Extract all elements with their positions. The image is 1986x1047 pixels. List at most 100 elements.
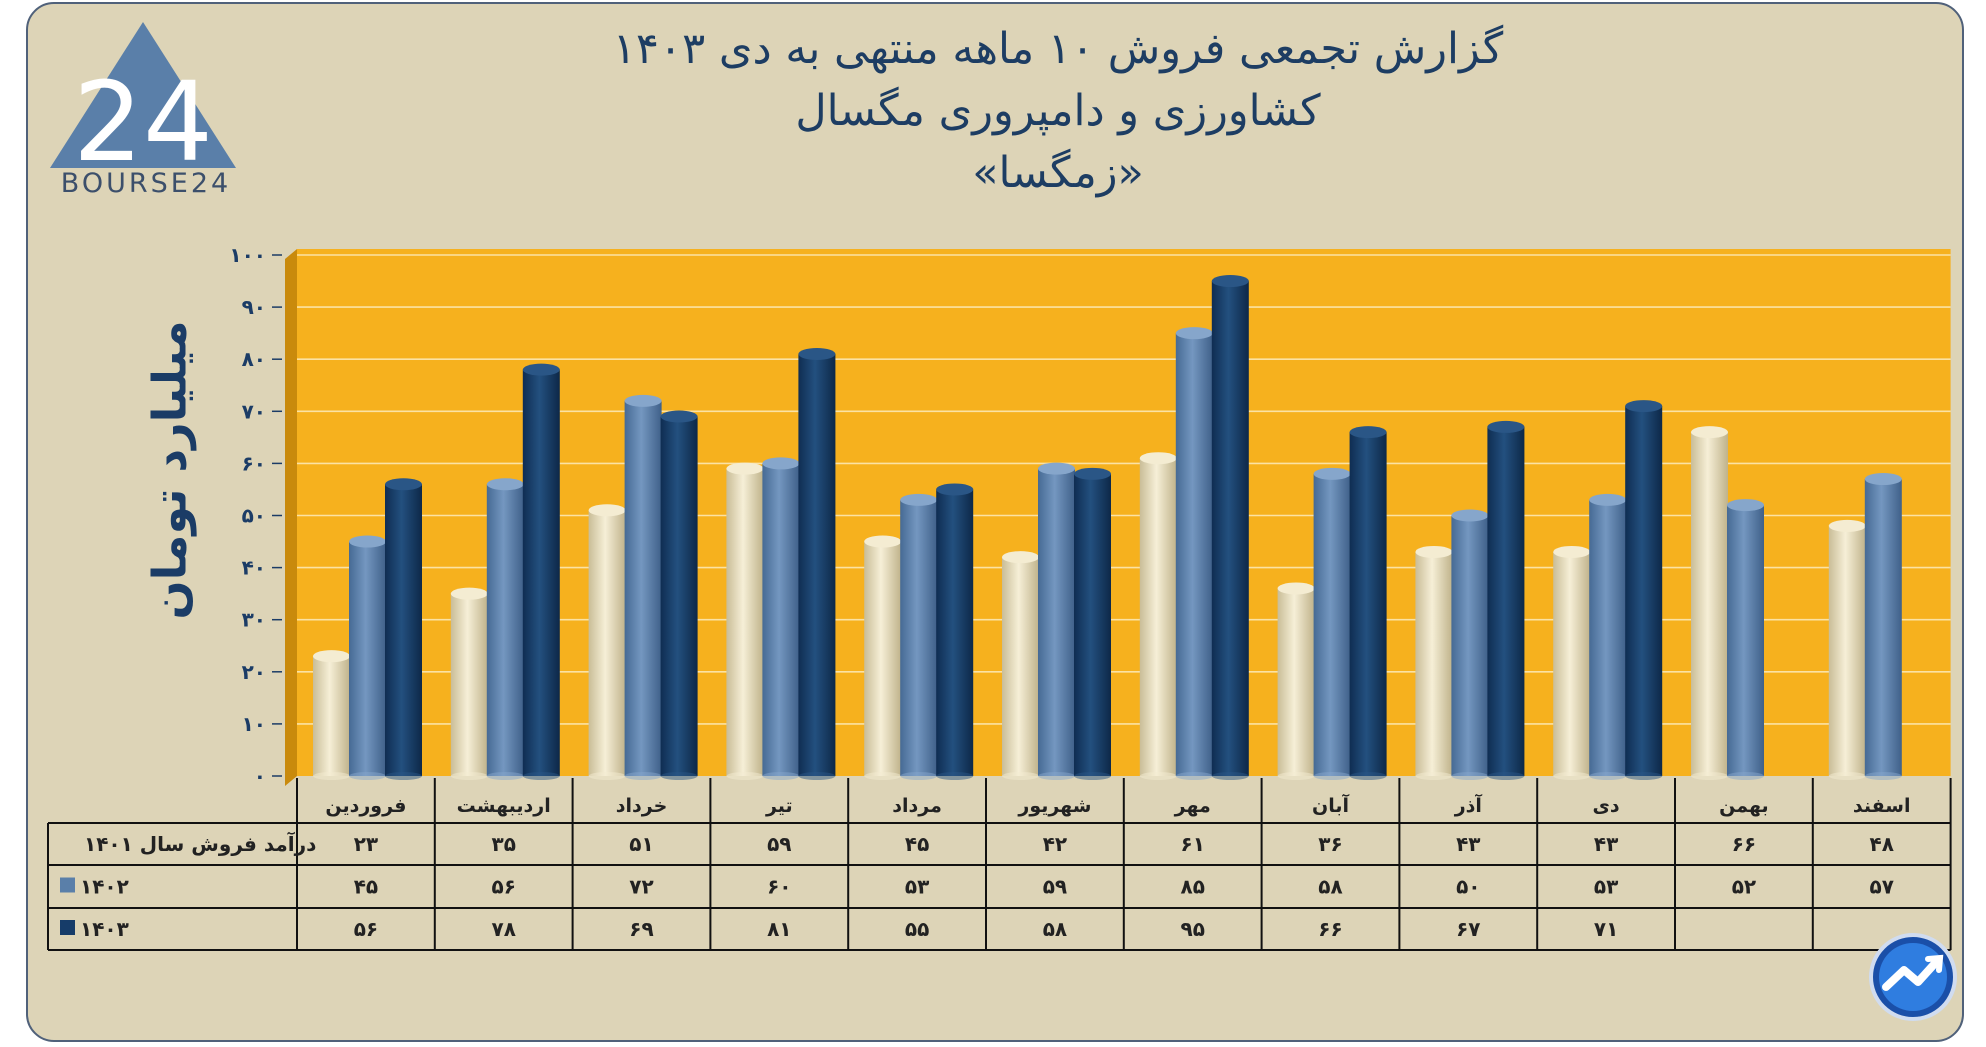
bar-body xyxy=(1691,432,1728,776)
bar-s1403 xyxy=(1349,426,1387,780)
title-line-3: «زمگسا» xyxy=(972,148,1144,198)
month-label: اردیبهشت xyxy=(457,795,551,817)
bar-bottom xyxy=(1211,772,1249,780)
data-label: ۸۵ xyxy=(1180,875,1204,899)
data-label: ۵۰ xyxy=(1456,875,1480,899)
bars xyxy=(313,275,1902,780)
bar-bottom xyxy=(798,772,836,780)
bar-bottom xyxy=(762,772,800,780)
bar-top xyxy=(1415,545,1453,558)
bar-s1402 xyxy=(1313,467,1351,780)
bar-bottom xyxy=(1313,772,1351,780)
bar-top xyxy=(762,457,800,470)
bar-bottom xyxy=(624,772,662,780)
bar-body xyxy=(1487,426,1525,776)
bar-s1403 xyxy=(1487,420,1525,780)
data-label: ۳۶ xyxy=(1318,832,1342,856)
bar-body xyxy=(1038,468,1075,776)
bar-bottom xyxy=(1175,772,1213,780)
bar-body xyxy=(798,353,836,776)
bar-body xyxy=(1211,281,1249,776)
bar-body xyxy=(1139,458,1177,776)
bar-top xyxy=(1038,462,1075,475)
month-label: اسفند xyxy=(1853,795,1911,817)
plot-background xyxy=(297,249,1951,776)
bar-body xyxy=(624,400,662,776)
bar-body xyxy=(1864,479,1902,776)
bar-bottom xyxy=(1864,772,1902,780)
logo-text: BOURSE24 xyxy=(60,168,232,199)
bar-top xyxy=(1139,452,1177,465)
y-tick-label: ۲۰ xyxy=(242,660,266,684)
bar-top xyxy=(1277,582,1315,595)
bar-bottom xyxy=(522,772,560,780)
bar-body xyxy=(1002,557,1039,776)
y-tick-label: ۱۰۰ xyxy=(229,243,266,267)
title-line-1: گزارش تجمعی فروش ۱۰ ماهه منتهی به دی ۱۴۰… xyxy=(612,24,1504,74)
data-label: ۶۰ xyxy=(767,875,791,899)
bar-s1402 xyxy=(1175,327,1213,780)
bar-s1401 xyxy=(1553,545,1591,780)
bar-s1401 xyxy=(1277,582,1315,780)
data-label: ۶۷ xyxy=(1456,917,1480,941)
bar-body xyxy=(1589,499,1627,776)
month-label: دی xyxy=(1593,795,1620,817)
bar-top xyxy=(864,535,902,548)
bar-body xyxy=(313,656,350,776)
bar-body xyxy=(660,416,698,776)
bar-bottom xyxy=(936,772,974,780)
bar-top xyxy=(1074,467,1111,480)
bar-top xyxy=(624,394,662,407)
bar-top xyxy=(1828,519,1866,532)
bar-top xyxy=(660,410,698,423)
bar-top xyxy=(1589,493,1627,506)
bar-body xyxy=(1625,406,1663,776)
bar-body xyxy=(1349,432,1387,776)
bar-body xyxy=(762,463,800,776)
y-tick-label: ۰ xyxy=(254,764,266,788)
bar-bottom xyxy=(313,772,350,780)
bar-bottom xyxy=(450,772,488,780)
bar-bottom xyxy=(726,772,764,780)
data-label: ۵۳ xyxy=(1594,875,1618,899)
bar-s1401 xyxy=(1828,519,1866,780)
bar-bottom xyxy=(1691,772,1728,780)
bar-bottom xyxy=(1139,772,1177,780)
y-tick-label: ۷۰ xyxy=(242,399,266,423)
data-label: ۶۶ xyxy=(1318,917,1342,941)
bar-top xyxy=(1175,327,1213,340)
bar-bottom xyxy=(864,772,902,780)
plot-area xyxy=(285,249,1951,786)
bar-top xyxy=(588,504,626,517)
bar-body xyxy=(486,484,524,776)
bar-bottom xyxy=(1074,772,1111,780)
data-label: ۷۱ xyxy=(1594,917,1618,941)
bar-body xyxy=(726,468,764,776)
plot-side-wall xyxy=(285,249,297,786)
month-label: شهریور xyxy=(1017,795,1091,817)
bar-body xyxy=(385,484,422,776)
data-label: ۲۳ xyxy=(354,832,378,856)
bar-s1401 xyxy=(1691,426,1728,780)
data-table: فروردین اردیبهشت خرداد تیر مرداد شهریور مهر آبا… xyxy=(47,778,1952,951)
bar-s1402 xyxy=(349,535,386,780)
data-label: ۵۹ xyxy=(767,832,791,856)
y-tick-label: ۵۰ xyxy=(242,504,266,528)
bar-s1403 xyxy=(385,478,422,780)
bar-top xyxy=(1727,499,1764,512)
data-label: ۵۵ xyxy=(905,917,929,941)
bar-bottom xyxy=(900,772,938,780)
bar-s1401 xyxy=(588,504,626,780)
y-tick-label: ۸۰ xyxy=(242,347,266,371)
bar-top xyxy=(1487,420,1525,433)
bar-body xyxy=(1313,473,1351,776)
bar-body xyxy=(1727,505,1764,776)
bar-s1401 xyxy=(1415,545,1453,780)
data-label: ۴۳ xyxy=(1594,832,1618,856)
data-label: ۷۸ xyxy=(491,917,515,941)
data-label: ۵۷ xyxy=(1869,875,1893,899)
bar-s1401 xyxy=(726,462,764,780)
legend-label-s1401: درآمد فروش سال ۱۴۰۱ xyxy=(84,831,316,856)
bar-body xyxy=(864,541,902,776)
data-label: ۷۲ xyxy=(629,875,653,899)
